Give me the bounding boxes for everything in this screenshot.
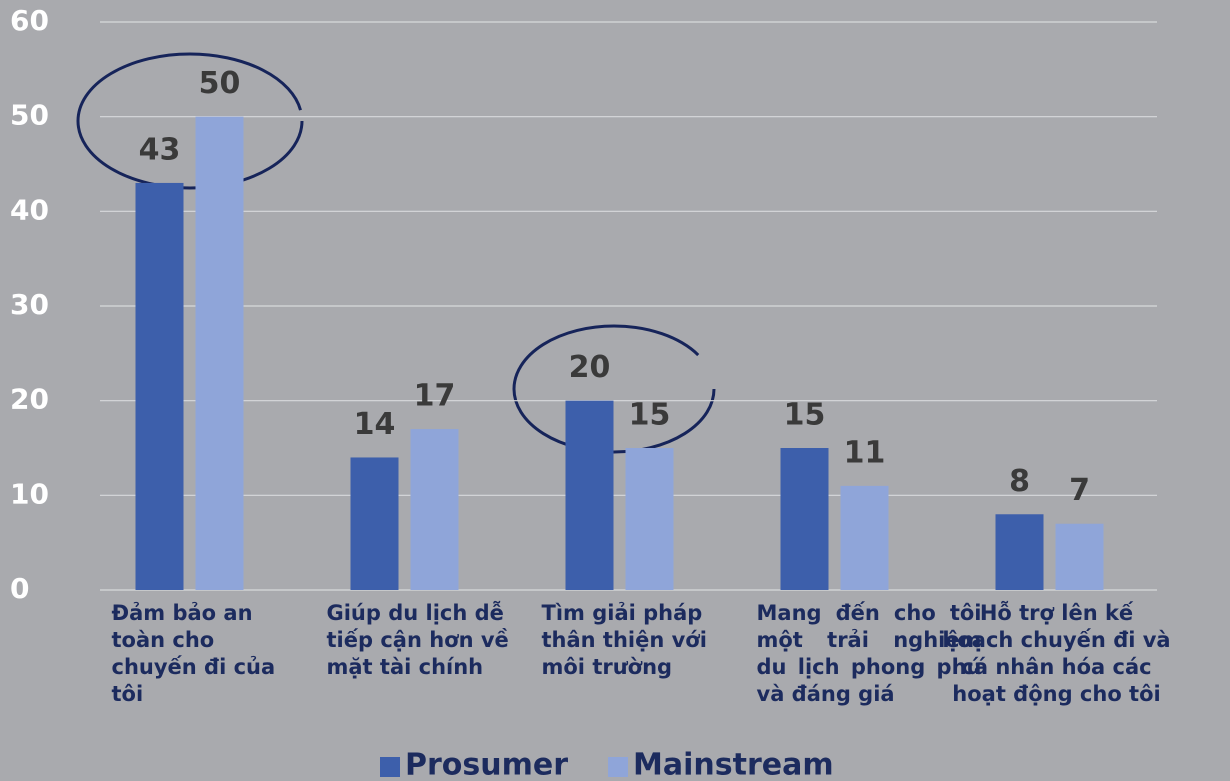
y-tick-label: 0 [10,572,29,605]
bar [995,514,1044,590]
bar [135,182,184,590]
highlight-circle [512,324,716,454]
legend-swatch [380,757,400,777]
x-tick-label: Mang đến cho tôi một trải nghiệm du lịch… [756,601,982,706]
x-tick-label: Đảm bảo an toàn cho chuyến đi của tôi [111,601,276,706]
y-tick-label: 20 [10,383,49,416]
legend-label: Prosumer [405,748,568,781]
value-label: 11 [844,435,886,470]
value-label: 7 [1069,473,1090,508]
value-label: 17 [414,379,456,414]
legend-label: Mainstream [633,748,834,781]
bar [565,400,614,590]
y-tick-label: 50 [10,99,49,132]
y-tick-label: 30 [10,288,49,321]
x-tick-label: Hỗ trợ lên kế hoạch chuyến đi và cá nhân… [942,601,1171,706]
value-label: 20 [569,350,611,385]
y-tick-label: 10 [10,477,49,510]
y-tick-label: 60 [10,4,49,37]
value-label: 15 [784,398,826,433]
value-label: 43 [139,132,181,167]
highlight-circle [76,52,304,190]
value-label: 15 [629,398,671,433]
bar [1055,523,1104,590]
bar [350,457,399,590]
value-label: 14 [354,407,396,442]
bar [195,116,244,591]
legend-swatch [608,757,629,777]
bar [410,429,459,590]
y-tick-label: 40 [10,193,49,226]
bar [780,448,829,590]
bar [625,448,674,590]
value-label: 8 [1009,464,1030,499]
x-tick-label: Tìm giải pháp thân thiện với môi trường [541,601,707,679]
value-label: 50 [199,66,241,101]
bar [840,485,889,590]
x-tick-label: Giúp du lịch dễ tiếp cận hơn về mặt tài … [326,601,509,679]
